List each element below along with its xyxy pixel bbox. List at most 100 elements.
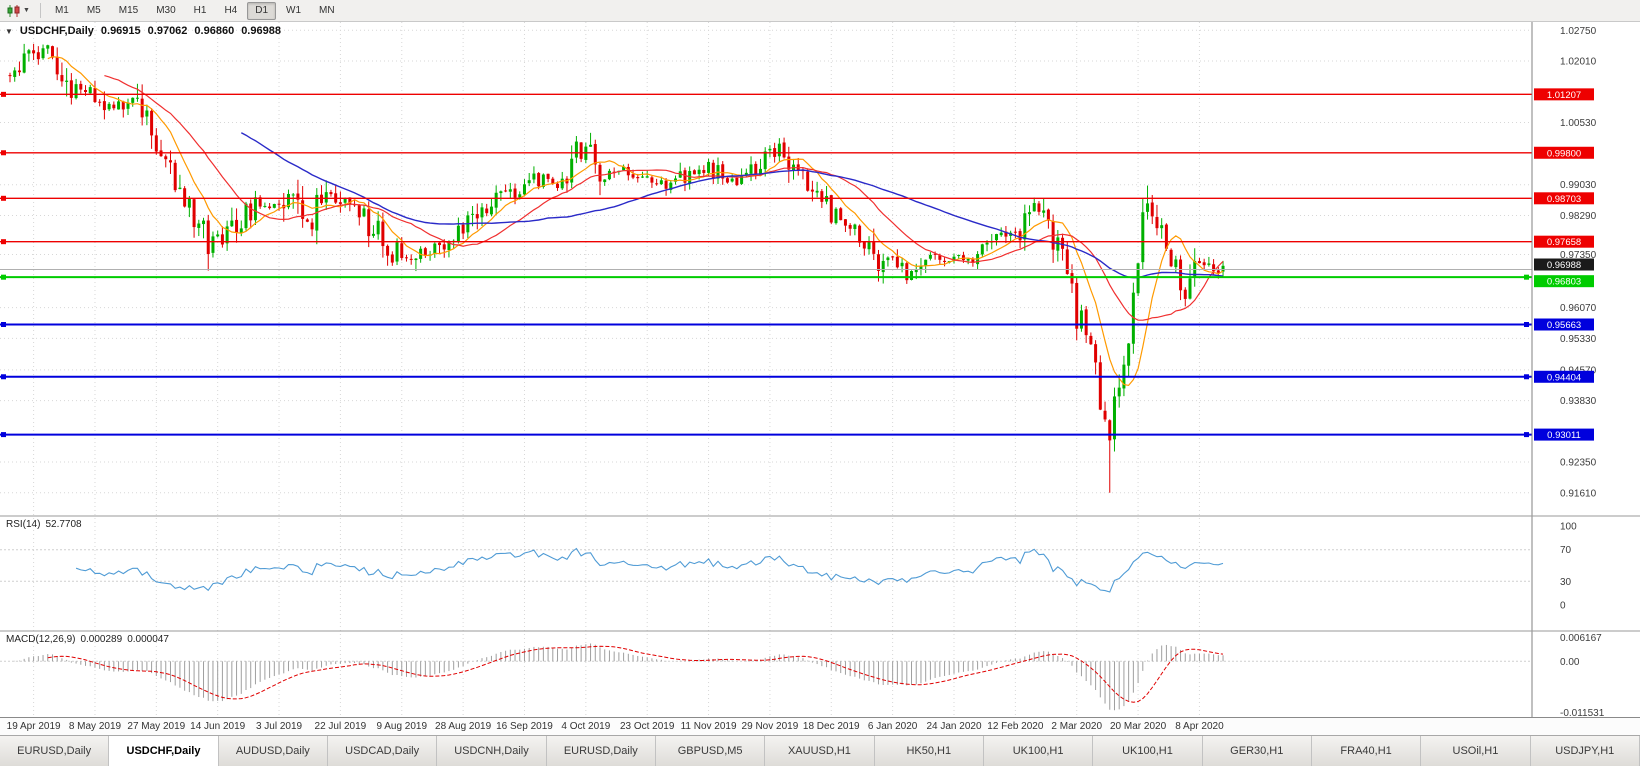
green-price-badge <box>1534 275 1594 288</box>
chart-area[interactable]: 100 70 30 0 0.006167 0.00 -0.011531 1.02750 1.02… <box>0 22 1640 717</box>
chart-tab-hk50-h1[interactable]: HK50,H1 <box>874 736 984 766</box>
svg-text:0.94404: 0.94404 <box>1547 372 1581 383</box>
grid <box>0 22 1532 717</box>
svg-text:1.01207: 1.01207 <box>1547 90 1581 101</box>
date-label: 29 Nov 2019 <box>741 721 799 732</box>
price-tick-label: 0.96070 <box>1560 303 1597 314</box>
timeframe-m5[interactable]: M5 <box>86 4 101 16</box>
date-label: 2 Mar 2020 <box>1051 721 1103 732</box>
price-axis[interactable]: 1.02750 1.02010 1.00530 0.99030 0.98290 0.973… <box>1531 22 1597 717</box>
toolbar-separator <box>39 3 41 18</box>
price-tick-label: 0.97350 <box>1560 250 1597 261</box>
timeframe-m15[interactable]: M15 <box>118 4 139 16</box>
date-label: 9 Aug 2019 <box>376 721 428 732</box>
timeframe-h4[interactable]: H4 <box>224 4 238 16</box>
chart-tab-audusd-daily[interactable]: AUDUSD,Daily <box>218 736 328 766</box>
chart-tab-ger30-h1[interactable]: GER30,H1 <box>1202 736 1312 766</box>
chart-tab-uk100-h1[interactable]: UK100,H1 <box>1093 736 1203 766</box>
ma-fast-line <box>47 56 1224 387</box>
svg-text:0.96988: 0.96988 <box>1547 260 1581 271</box>
svg-text:100: 100 <box>1560 522 1577 533</box>
pane-dividers[interactable] <box>0 515 1640 632</box>
date-label: 3 Jul 2019 <box>255 721 303 732</box>
chart-tab-usoil-h1[interactable]: USOil,H1 <box>1421 736 1531 766</box>
date-label: 19 Apr 2019 <box>6 721 61 732</box>
price-tick-label: 0.95330 <box>1560 334 1597 345</box>
timeframe-toolbar: ▼ M1 M5 M15 M30 H1 H4 D1 W1 MN <box>0 0 1640 22</box>
chart-tab-fra40-h1[interactable]: FRA40,H1 <box>1311 736 1422 766</box>
macd-signal-line <box>47 645 1224 703</box>
svg-text:0.93011: 0.93011 <box>1547 430 1581 441</box>
date-label: 18 Dec 2019 <box>802 721 860 732</box>
svg-text:0.95663: 0.95663 <box>1547 320 1581 331</box>
current-price-badge <box>1534 258 1594 271</box>
svg-text:0.97658: 0.97658 <box>1547 237 1581 248</box>
timeframe-m30[interactable]: M30 <box>156 4 176 16</box>
symbol-dropdown-icon[interactable]: ▼ <box>5 26 13 36</box>
price-tick-label: 1.02750 <box>1560 26 1597 37</box>
date-label: 4 Oct 2019 <box>561 721 611 732</box>
chart-tabs: EURUSD,Daily USDCHF,Daily AUDUSD,Daily USDC… <box>0 735 1640 766</box>
date-label: 8 Apr 2020 <box>1175 721 1224 732</box>
red-price-badge <box>1534 192 1594 205</box>
blue-price-badge <box>1534 428 1594 441</box>
red-price-badge <box>1534 235 1594 248</box>
date-label: 23 Oct 2019 <box>619 721 675 732</box>
svg-text:0: 0 <box>1560 601 1566 612</box>
svg-text:-0.011531: -0.011531 <box>1560 708 1605 717</box>
candles <box>8 43 1225 493</box>
date-label: 6 Jan 2020 <box>867 721 918 732</box>
candlestick-chart-icon <box>7 4 20 17</box>
date-label: 8 May 2019 <box>68 721 122 732</box>
timeframe-d1[interactable]: D1 <box>247 1 277 20</box>
timeframe-mn[interactable]: MN <box>319 4 335 16</box>
chart-tab-xauusd-h1[interactable]: XAUUSD,H1 <box>765 736 875 766</box>
price-tick-label: 0.99030 <box>1560 180 1597 191</box>
svg-text:30: 30 <box>1560 577 1572 588</box>
chart-tab-gbpusd-m5[interactable]: GBPUSD,M5 <box>655 736 766 766</box>
date-label: 27 May 2019 <box>127 721 186 732</box>
price-tick-label: 1.02010 <box>1560 57 1597 68</box>
svg-text:0.98703: 0.98703 <box>1547 194 1581 205</box>
blue-price-badge <box>1534 370 1594 383</box>
chart-tab-usdcnh-daily[interactable]: USDCNH,Daily <box>437 736 547 766</box>
date-label: 22 Jul 2019 <box>314 721 367 732</box>
red-price-badge <box>1534 88 1594 101</box>
date-label: 20 Mar 2020 <box>1110 721 1167 732</box>
rsi-pane: 100 70 30 0 <box>0 522 1577 612</box>
date-label: 28 Aug 2019 <box>435 721 492 732</box>
price-tick-label: 0.93830 <box>1560 396 1597 407</box>
date-axis[interactable]: 19 Apr 2019 8 May 2019 27 May 2019 14 Jun 2… <box>0 717 1640 735</box>
horizontal-lines[interactable] <box>0 91 1532 438</box>
svg-text:70: 70 <box>1560 545 1572 556</box>
chart-tab-usdjpy-h1[interactable]: USDJPY,H1 <box>1530 736 1640 766</box>
chart-tab-usdcad-daily[interactable]: USDCAD,Daily <box>327 736 438 766</box>
chart-tab-uk100-h1[interactable]: UK100,H1 <box>983 736 1094 766</box>
moving-averages <box>47 56 1224 387</box>
red-price-badge <box>1534 146 1594 159</box>
timeframe-h1[interactable]: H1 <box>193 4 207 16</box>
macd-pane: 0.006167 0.00 -0.011531 <box>0 633 1605 717</box>
svg-text:0.99800: 0.99800 <box>1547 148 1581 159</box>
chart-tab-usdchf-daily[interactable]: USDCHF,Daily <box>109 736 219 766</box>
date-label: 12 Feb 2020 <box>987 721 1044 732</box>
date-label: 16 Sep 2019 <box>496 721 553 732</box>
timeframe-w1[interactable]: W1 <box>286 4 302 16</box>
chevron-down-icon: ▼ <box>23 7 30 14</box>
ma-slow-line <box>240 132 1224 279</box>
chart-tab-eurusd-daily[interactable]: EURUSD,Daily <box>546 736 656 766</box>
timeframe-buttons: M1 M5 M15 M30 H1 H4 D1 W1 MN <box>46 1 344 20</box>
svg-text:0.96803: 0.96803 <box>1547 277 1581 288</box>
price-tick-label: 1.00530 <box>1560 118 1597 129</box>
chart-type-button[interactable]: ▼ <box>4 4 33 18</box>
timeframe-m1[interactable]: M1 <box>54 4 69 16</box>
rsi-line <box>75 547 1224 593</box>
chart-canvas[interactable]: 100703000.0061670.00-0.0115311.027501.02… <box>0 22 1640 717</box>
chart-tab-eurusd-daily[interactable]: EURUSD,Daily <box>0 736 110 766</box>
blue-price-badge <box>1534 318 1594 331</box>
price-tick-label: 0.91610 <box>1560 488 1597 499</box>
date-label: 24 Jan 2020 <box>926 721 982 732</box>
price-tick-label: 0.98290 <box>1560 211 1597 222</box>
svg-text:0.006167: 0.006167 <box>1560 633 1602 644</box>
price-tick-label: 0.92350 <box>1560 458 1597 469</box>
